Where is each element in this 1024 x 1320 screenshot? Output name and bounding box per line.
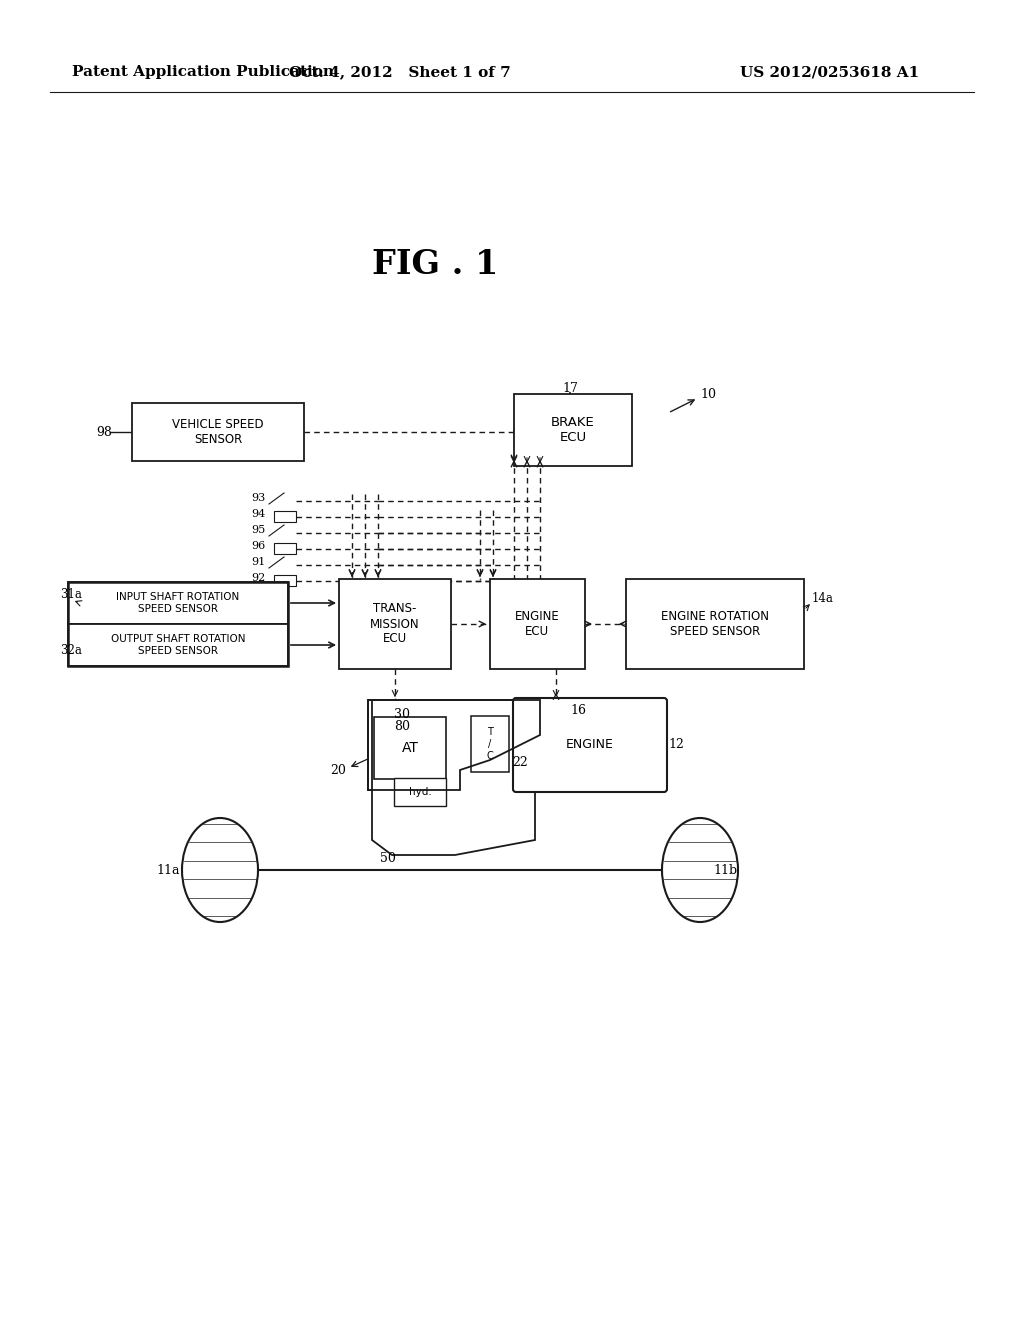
Text: 94: 94 — [251, 510, 265, 519]
FancyBboxPatch shape — [513, 698, 667, 792]
Text: 32a: 32a — [60, 644, 82, 656]
Text: 93: 93 — [251, 492, 265, 503]
Text: FIG . 1: FIG . 1 — [372, 248, 499, 281]
Text: Oct. 4, 2012   Sheet 1 of 7: Oct. 4, 2012 Sheet 1 of 7 — [289, 65, 511, 79]
Polygon shape — [368, 700, 540, 789]
Bar — [339, 579, 451, 669]
Bar — [374, 717, 446, 779]
Text: 17: 17 — [562, 381, 578, 395]
Ellipse shape — [182, 818, 258, 921]
Bar — [274, 576, 296, 586]
Text: 12: 12 — [668, 738, 684, 751]
Bar — [514, 393, 632, 466]
Text: INPUT SHAFT ROTATION
SPEED SENSOR: INPUT SHAFT ROTATION SPEED SENSOR — [117, 593, 240, 614]
Bar — [68, 582, 288, 624]
Text: 10: 10 — [700, 388, 716, 401]
Bar — [626, 579, 804, 669]
Bar — [489, 579, 585, 669]
Text: 11a: 11a — [157, 863, 180, 876]
Text: AT: AT — [401, 741, 419, 755]
Bar — [274, 511, 296, 521]
Bar — [471, 715, 509, 772]
Text: 80: 80 — [394, 721, 410, 734]
Text: 96: 96 — [251, 541, 265, 550]
Bar — [68, 582, 288, 667]
Polygon shape — [372, 700, 535, 855]
Text: BRAKE
ECU: BRAKE ECU — [551, 416, 595, 444]
Text: 50: 50 — [380, 851, 396, 865]
Text: 91: 91 — [251, 557, 265, 568]
Bar — [68, 624, 288, 667]
Text: ENGINE: ENGINE — [566, 738, 614, 751]
Text: 20: 20 — [330, 763, 346, 776]
Text: VEHICLE SPEED
SENSOR: VEHICLE SPEED SENSOR — [172, 418, 264, 446]
Text: ENGINE ROTATION
SPEED SENSOR: ENGINE ROTATION SPEED SENSOR — [662, 610, 769, 638]
Text: US 2012/0253618 A1: US 2012/0253618 A1 — [740, 65, 920, 79]
Text: 14a: 14a — [812, 593, 834, 606]
Bar — [394, 777, 446, 807]
Text: Patent Application Publication: Patent Application Publication — [72, 65, 334, 79]
Text: 30: 30 — [394, 708, 410, 721]
Ellipse shape — [662, 818, 738, 921]
Text: 92: 92 — [251, 573, 265, 583]
Text: 11b: 11b — [713, 863, 737, 876]
Text: hyd.: hyd. — [409, 787, 431, 797]
Bar — [132, 403, 304, 461]
Text: 95: 95 — [251, 525, 265, 535]
Text: 16: 16 — [570, 704, 586, 717]
Bar — [274, 543, 296, 554]
Text: TRANS-
MISSION
ECU: TRANS- MISSION ECU — [371, 602, 420, 645]
Text: OUTPUT SHAFT ROTATION
SPEED SENSOR: OUTPUT SHAFT ROTATION SPEED SENSOR — [111, 634, 246, 656]
Text: 22: 22 — [512, 755, 527, 768]
Text: 98: 98 — [96, 425, 112, 438]
Text: 31a: 31a — [60, 589, 82, 602]
Text: ENGINE
ECU: ENGINE ECU — [515, 610, 559, 638]
Text: T
/
C: T / C — [486, 727, 494, 760]
